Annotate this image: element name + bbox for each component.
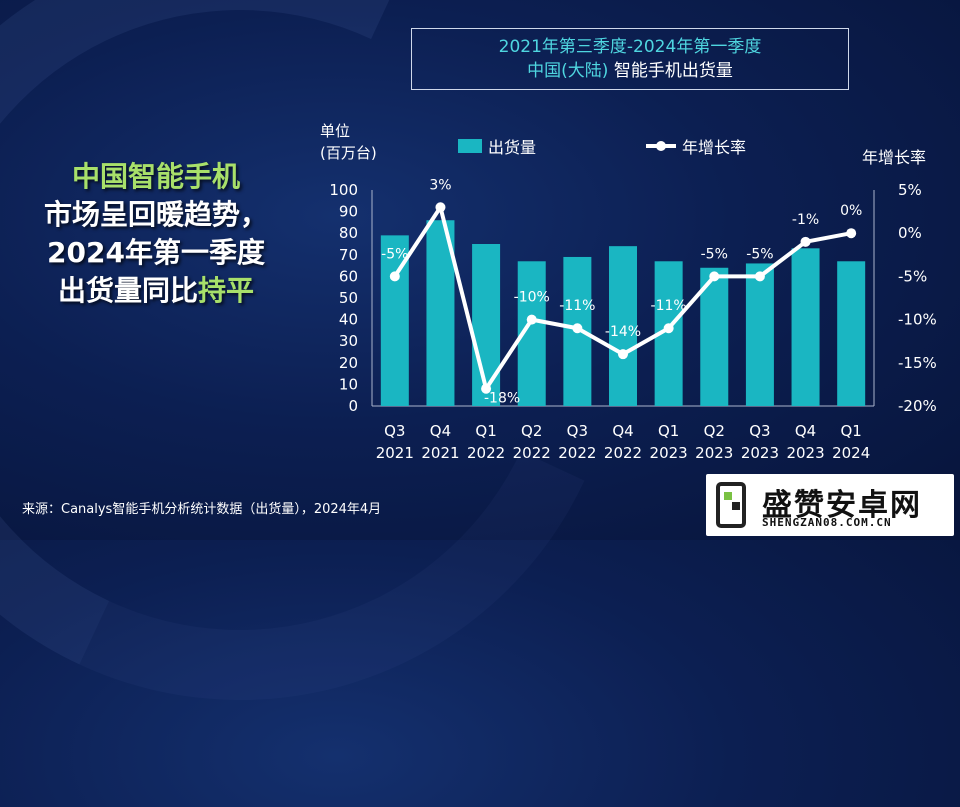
growth-data-label: 0%	[840, 203, 862, 219]
x-tick-label-quarter: Q4	[795, 422, 816, 440]
y2-tick-label: -5%	[898, 267, 927, 285]
growth-point	[618, 349, 628, 360]
y-tick-label: 0	[348, 397, 358, 415]
x-tick-label-quarter: Q1	[658, 422, 679, 440]
chart-title-subject: 智能手机出货量	[613, 61, 733, 81]
x-tick-label-quarter: Q4	[430, 422, 451, 440]
y-tick-label: 60	[339, 267, 358, 285]
y2-tick-label: 5%	[898, 181, 922, 199]
x-tick-label-year: 2021	[421, 444, 459, 462]
bar	[472, 244, 501, 406]
growth-point	[709, 271, 720, 282]
y2-tick-label: -10%	[898, 311, 937, 329]
growth-point	[526, 314, 537, 325]
growth-data-label: -14%	[605, 324, 641, 340]
logo-name: 盛赞安卓网	[762, 488, 922, 523]
growth-data-label: -5%	[701, 246, 728, 262]
growth-point	[846, 228, 857, 239]
x-tick-label-quarter: Q3	[384, 422, 405, 440]
x-tick-label-quarter: Q3	[567, 422, 588, 440]
legend-bar: 出货量	[458, 134, 536, 158]
x-tick-label-quarter: Q4	[612, 422, 633, 440]
x-tick-label-year: 2022	[513, 444, 551, 462]
growth-data-label: -11%	[559, 298, 595, 314]
growth-data-label: -18%	[484, 391, 520, 407]
headline-line4-highlight: 持平	[198, 274, 255, 307]
growth-point	[663, 323, 674, 334]
growth-data-label: -5%	[381, 246, 408, 262]
x-tick-label-quarter: Q2	[704, 422, 725, 440]
headline-line4: 出货量同比持平	[22, 272, 290, 310]
y-tick-label: 10	[339, 375, 358, 393]
x-tick-label-year: 2023	[786, 444, 824, 462]
growth-point	[800, 236, 811, 247]
legend-bar-swatch	[458, 139, 482, 153]
chart-title-line2: 中国(大陆) 智能手机出货量	[412, 59, 848, 83]
x-tick-label-year: 2024	[832, 444, 870, 462]
x-tick-label-quarter: Q2	[521, 422, 542, 440]
y-tick-label: 100	[329, 181, 358, 199]
growth-point	[435, 202, 446, 213]
y-tick-label: 90	[339, 203, 358, 221]
x-tick-label-year: 2023	[650, 444, 688, 462]
y2-axis-title: 年增长率	[862, 148, 927, 167]
growth-point	[481, 383, 492, 394]
x-tick-label-year: 2022	[604, 444, 642, 462]
y-axis-unit-line2: (百万台)	[320, 144, 377, 162]
growth-data-label: 3%	[429, 177, 451, 193]
y-tick-label: 80	[339, 224, 358, 242]
chart-title-region: 中国(大陆)	[527, 61, 609, 81]
growth-data-label: -11%	[651, 298, 687, 314]
y-tick-label: 50	[339, 289, 358, 307]
y2-tick-label: -15%	[898, 354, 937, 372]
x-tick-label-quarter: Q1	[841, 422, 862, 440]
y-tick-label: 70	[339, 246, 358, 264]
chart-title-line1: 2021年第三季度-2024年第一季度	[498, 37, 762, 57]
growth-point	[754, 271, 765, 282]
y2-tick-label: -20%	[898, 397, 937, 415]
legend-line: 年增长率	[646, 134, 746, 158]
x-tick-label-year: 2022	[467, 444, 505, 462]
y-axis-unit-line1: 单位	[320, 122, 351, 140]
headline: 中国智能手机 市场呈回暖趋势， 2024年第一季度 出货量同比持平	[22, 158, 290, 310]
watermark-logo: 盛赞安卓网 SHENGZAN08.COM.CN	[706, 474, 954, 536]
chart-canvas: 0 10 20 30 40 50 60 70 80 90 100 5% 0% -5% -10% -15% -20…	[329, 177, 937, 462]
legend-bar-label: 出货量	[488, 138, 537, 157]
logo-url: SHENGZAN08.COM.CN	[762, 516, 892, 529]
chart-title: 2021年第三季度-2024年第一季度 中国(大陆) 智能手机出货量	[411, 28, 849, 90]
x-tick-label-year: 2023	[695, 444, 733, 462]
bar	[700, 267, 729, 406]
x-tick-label-year: 2023	[741, 444, 779, 462]
source-note: 来源：Canalys智能手机分析统计数据（出货量），2024年4月	[22, 502, 382, 517]
headline-line2: 市场呈回暖趋势，	[43, 198, 268, 231]
bar	[745, 263, 774, 406]
headline-line1: 中国智能手机	[71, 160, 240, 193]
x-tick-label-quarter: Q3	[749, 422, 770, 440]
growth-point	[389, 271, 400, 282]
growth-data-label: -5%	[746, 246, 773, 262]
bar	[791, 248, 820, 406]
legend-line-marker	[646, 141, 676, 151]
bar	[609, 246, 637, 406]
headline-line4-text: 出货量同比	[57, 274, 198, 307]
y-tick-label: 20	[339, 354, 358, 372]
growth-data-label: -1%	[792, 212, 819, 228]
phone-icon	[716, 482, 746, 528]
growth-point	[572, 323, 583, 334]
y-axis-unit: 单位 (百万台)	[320, 120, 377, 164]
headline-line3: 2024年第一季度	[47, 236, 265, 269]
growth-data-label: -10%	[514, 290, 550, 306]
bar	[837, 261, 866, 406]
legend-line-label: 年增长率	[682, 138, 747, 157]
x-tick-label-year: 2021	[376, 444, 414, 462]
y-tick-label: 30	[339, 332, 358, 350]
x-tick-label-quarter: Q1	[475, 422, 496, 440]
y2-tick-label: 0%	[898, 224, 922, 242]
y-tick-label: 40	[339, 311, 358, 329]
x-tick-label-year: 2022	[558, 444, 596, 462]
